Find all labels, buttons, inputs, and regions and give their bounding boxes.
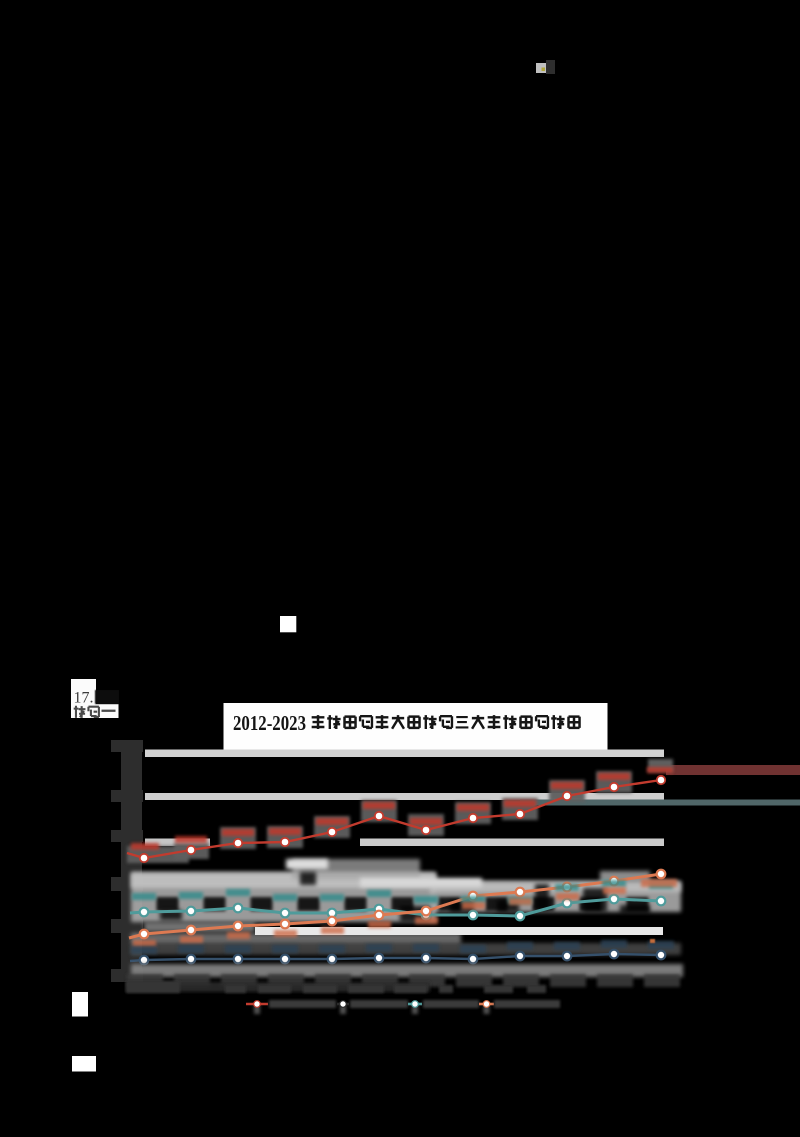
svg-text:2012-2023: 2012-2023 <box>233 711 306 735</box>
svg-text:17.: 17. <box>74 690 94 707</box>
